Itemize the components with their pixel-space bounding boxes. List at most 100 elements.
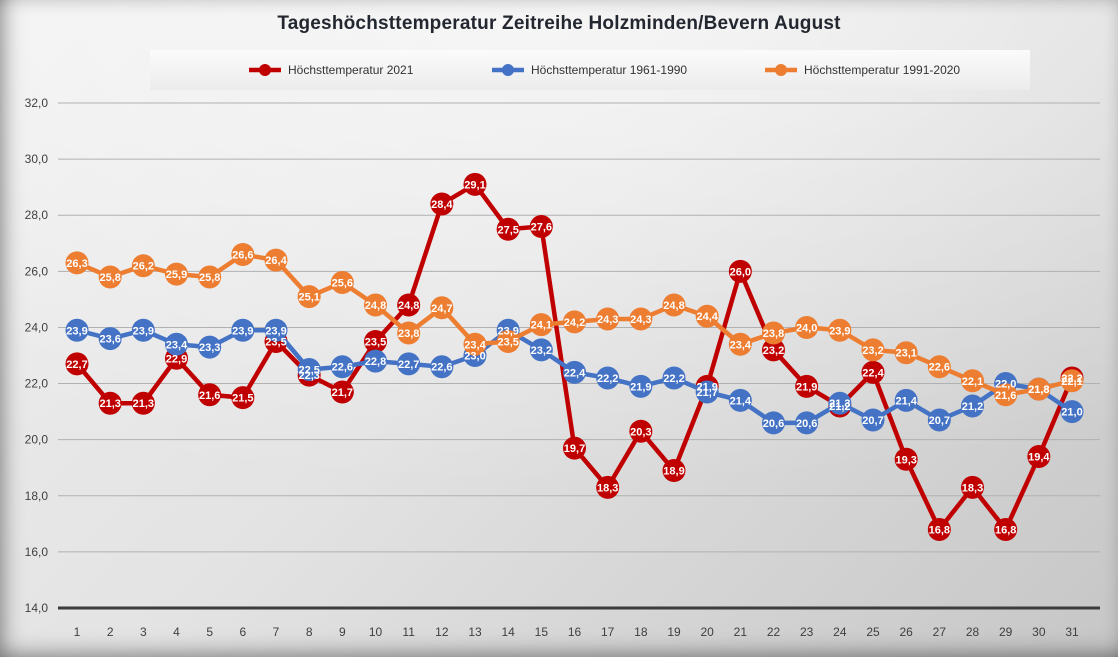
data-point[interactable] — [728, 332, 752, 356]
data-point[interactable] — [529, 338, 553, 362]
data-point[interactable] — [131, 391, 155, 415]
data-point[interactable] — [728, 259, 752, 283]
data-point[interactable] — [65, 318, 89, 342]
data-point[interactable] — [198, 335, 222, 359]
data-point[interactable] — [330, 271, 354, 295]
data-point[interactable] — [131, 254, 155, 278]
data-point-label: 20,7 — [929, 415, 950, 427]
data-point[interactable] — [795, 411, 819, 435]
data-point-label: 22,0 — [995, 379, 1016, 391]
data-point[interactable] — [563, 360, 586, 384]
data-point[interactable] — [961, 394, 984, 418]
data-point[interactable] — [861, 338, 885, 362]
data-point[interactable] — [364, 349, 387, 373]
legend-item-1991-2020[interactable]: Höchsttemperatur 1991-2020 — [763, 50, 960, 90]
data-point[interactable] — [894, 447, 918, 471]
data-point-label: 24,8 — [398, 300, 419, 312]
data-point[interactable] — [894, 341, 918, 365]
data-point[interactable] — [629, 419, 653, 443]
data-point[interactable] — [264, 318, 288, 342]
legend-item-2021[interactable]: Höchsttemperatur 2021 — [247, 50, 413, 90]
data-point[interactable] — [397, 321, 421, 345]
data-point[interactable] — [695, 304, 719, 328]
data-point[interactable] — [364, 293, 387, 317]
data-point[interactable] — [762, 411, 785, 435]
data-point[interactable] — [894, 388, 918, 412]
data-point[interactable] — [297, 358, 321, 382]
legend-item-1961-1990[interactable]: Höchsttemperatur 1961-1990 — [490, 50, 687, 90]
data-point[interactable] — [463, 332, 487, 356]
data-point[interactable] — [98, 391, 122, 415]
data-point[interactable] — [231, 243, 255, 266]
data-point[interactable] — [927, 355, 951, 379]
data-point[interactable] — [131, 318, 155, 342]
data-point[interactable] — [861, 408, 885, 432]
data-point[interactable] — [165, 262, 188, 286]
data-point[interactable] — [231, 318, 255, 342]
data-point-label: 23,2 — [862, 345, 883, 357]
data-point-label: 19,7 — [564, 443, 585, 455]
data-point[interactable] — [596, 366, 620, 390]
data-point[interactable] — [828, 391, 852, 415]
data-point[interactable] — [662, 459, 686, 483]
data-point[interactable] — [762, 338, 785, 362]
data-point[interactable] — [496, 217, 520, 241]
data-point[interactable] — [695, 380, 719, 404]
data-point[interactable] — [430, 355, 454, 379]
data-point[interactable] — [364, 329, 387, 353]
data-point[interactable] — [1027, 445, 1051, 468]
data-point[interactable] — [961, 475, 984, 499]
data-point-label: 21,2 — [962, 401, 983, 413]
data-point[interactable] — [662, 366, 686, 390]
data-point[interactable] — [596, 475, 620, 499]
data-point[interactable] — [629, 307, 653, 331]
data-point[interactable] — [98, 265, 122, 289]
x-axis-tick-label: 15 — [535, 625, 549, 639]
data-point[interactable] — [927, 408, 951, 432]
y-axis-tick-label: 18,0 — [25, 489, 49, 503]
data-point[interactable] — [529, 313, 553, 337]
data-point[interactable] — [430, 296, 454, 320]
data-point[interactable] — [795, 315, 819, 339]
data-point[interactable] — [297, 285, 321, 309]
data-point[interactable] — [629, 374, 653, 398]
data-point-label: 21,6 — [199, 390, 220, 402]
data-point[interactable] — [65, 352, 89, 376]
data-point[interactable] — [463, 172, 487, 196]
data-point[interactable] — [397, 352, 421, 376]
data-point[interactable] — [795, 374, 819, 398]
data-point[interactable] — [828, 318, 852, 342]
data-point[interactable] — [98, 327, 122, 351]
data-point-label: 19,4 — [1028, 452, 1050, 464]
data-point[interactable] — [563, 436, 586, 460]
data-point[interactable] — [430, 192, 454, 216]
data-point[interactable] — [1060, 400, 1084, 424]
data-point[interactable] — [994, 517, 1018, 541]
data-point[interactable] — [165, 332, 188, 356]
data-point[interactable] — [65, 251, 89, 275]
data-point[interactable] — [861, 360, 885, 384]
x-axis-tick-label: 7 — [273, 625, 280, 639]
data-point-label: 29,1 — [464, 179, 485, 191]
data-point[interactable] — [596, 307, 620, 331]
data-point[interactable] — [662, 293, 686, 317]
data-point[interactable] — [994, 383, 1018, 407]
data-point[interactable] — [198, 265, 222, 289]
data-point[interactable] — [231, 386, 255, 410]
data-point[interactable] — [529, 214, 553, 238]
data-point[interactable] — [927, 517, 951, 541]
data-point-label: 22,2 — [597, 373, 618, 385]
data-point[interactable] — [1060, 369, 1084, 393]
data-point[interactable] — [198, 383, 222, 407]
data-point[interactable] — [762, 321, 785, 345]
data-point[interactable] — [961, 369, 984, 393]
data-point[interactable] — [264, 248, 288, 272]
data-point[interactable] — [563, 310, 586, 334]
data-point[interactable] — [728, 388, 752, 412]
data-point[interactable] — [1027, 377, 1051, 401]
data-point[interactable] — [330, 380, 354, 404]
data-point[interactable] — [330, 355, 354, 379]
data-point[interactable] — [397, 293, 421, 317]
data-point-label: 24,2 — [564, 317, 585, 329]
data-point[interactable] — [496, 329, 520, 353]
